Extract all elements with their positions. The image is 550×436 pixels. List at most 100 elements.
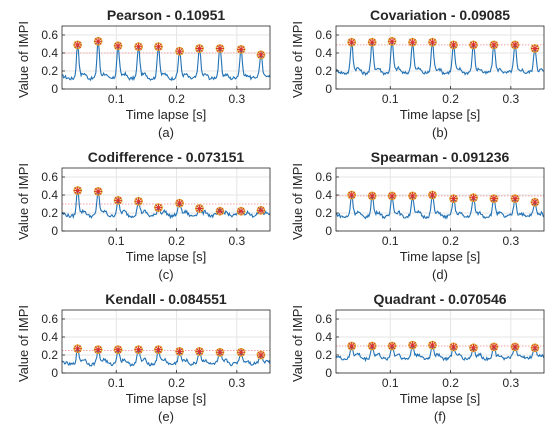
peak-marker [511, 342, 520, 351]
peak-marker-stroke [450, 195, 457, 202]
peak-marker [256, 50, 265, 59]
y-axis-label: Value of IMPI [290, 305, 305, 382]
peak-marker [195, 204, 204, 213]
y-axis-label: Value of IMPI [290, 21, 305, 98]
signal-line [61, 190, 271, 220]
peak-marker [428, 191, 437, 199]
chart-title: Spearman - 0.091236 [371, 149, 510, 165]
peak-marker [175, 199, 184, 208]
y-tick-label: 0.2 [315, 348, 332, 362]
axes-box [335, 309, 545, 374]
y-tick-label: 0.2 [41, 64, 58, 78]
chart-panel: 0.1 0.2 0.3 0 0.2 0.4 0.6 Codifference - 0.0731… [16, 149, 271, 282]
y-tick-label: 0.6 [41, 170, 58, 184]
peak-marker [408, 38, 417, 47]
peak-marker [428, 38, 437, 47]
peak-marker-stroke [490, 41, 498, 49]
peak-marker-stroke [388, 37, 396, 45]
peak-marker-stroke [135, 346, 142, 353]
peak-marker [469, 343, 478, 352]
peak-marker [511, 40, 520, 49]
axes-box [61, 167, 271, 232]
peak-marker [469, 40, 478, 49]
peak-marker [134, 345, 143, 354]
x-tick-label: 0.1 [108, 234, 125, 248]
chart-panel: 0.1 0.2 0.3 0 0.2 0.4 0.6 Quadrant - 0.070546 Ti… [290, 291, 545, 424]
y-axis-label: Value of IMPI [16, 21, 31, 98]
peak-marker [114, 196, 123, 205]
peak-marker-stroke [450, 343, 457, 351]
peak-marker [256, 206, 265, 215]
y-axis-label: Value of IMPI [16, 305, 31, 382]
y-tick-label: 0.4 [41, 46, 58, 60]
peak-marker-stroke [155, 204, 162, 211]
peak-marker-stroke [196, 205, 203, 212]
peak-marker-stroke [470, 41, 477, 49]
y-axis-label: Value of IMPI [290, 163, 305, 240]
panel-label: (f) [434, 409, 446, 424]
peak-marker-stroke [450, 41, 457, 49]
peak-marker-stroke [135, 43, 142, 51]
peak-marker-stroke [470, 194, 477, 202]
x-axis-label: Time lapse [s] [400, 249, 480, 264]
x-tick-label: 0.3 [502, 234, 519, 248]
peak-marker-stroke [531, 45, 539, 52]
panel-label: (d) [432, 267, 448, 282]
y-tick-label: 0.2 [315, 64, 332, 78]
y-tick-label: 0.4 [315, 330, 332, 344]
peak-marker-stroke [216, 207, 224, 215]
chart-panel: 0.1 0.2 0.3 0 0.2 0.4 0.6 Covariation - 0.09085… [290, 7, 545, 140]
peak-marker-stroke [74, 187, 82, 194]
chart-title: Quadrant - 0.070546 [373, 291, 506, 307]
peak-marker [256, 351, 265, 359]
peak-marker [73, 40, 82, 49]
peak-marker-stroke [74, 345, 82, 353]
x-tick-label: 0.1 [108, 92, 125, 106]
peak-marker-stroke [429, 38, 436, 46]
peak-marker [489, 342, 498, 351]
peak-marker-stroke [470, 344, 477, 352]
peak-marker [94, 345, 103, 354]
peak-marker-stroke [368, 342, 376, 350]
x-axis-label: Time lapse [s] [126, 391, 206, 406]
panel-label: (e) [158, 409, 174, 424]
peak-marker [195, 44, 204, 53]
peak-marker-stroke [94, 37, 102, 45]
panel-label: (b) [432, 125, 448, 140]
peak-marker-stroke [135, 197, 142, 205]
y-tick-label: 0.4 [41, 188, 58, 202]
peak-marker-stroke [94, 346, 102, 353]
peak-marker [114, 41, 123, 50]
peak-marker-stroke [155, 43, 162, 51]
peak-marker-stroke [348, 191, 356, 199]
y-tick-label: 0 [51, 224, 58, 238]
signal-line [335, 342, 545, 363]
peak-marker-stroke [216, 45, 224, 52]
x-tick-label: 0.3 [228, 234, 245, 248]
peak-marker [408, 341, 417, 350]
chart-panel: 0.1 0.2 0.3 0 0.2 0.4 0.6 Spearman - 0.091236 Ti… [290, 149, 545, 282]
peak-marker-stroke [409, 341, 416, 349]
signal-line [61, 41, 271, 82]
y-tick-label: 0.6 [41, 312, 58, 326]
x-tick-label: 0.1 [108, 376, 125, 390]
peak-marker-stroke [348, 342, 356, 350]
plot-area [336, 310, 544, 373]
chart-title: Codifference - 0.073151 [88, 149, 245, 165]
peak-marker-stroke [511, 343, 519, 351]
y-tick-label: 0.4 [315, 188, 332, 202]
peak-marker-stroke [196, 45, 203, 52]
peak-marker-stroke [409, 38, 416, 46]
y-tick-label: 0.4 [41, 330, 58, 344]
axes-box [335, 167, 545, 232]
panel-label: (a) [158, 125, 174, 140]
peak-marker-stroke [429, 341, 436, 349]
peak-marker [449, 194, 458, 203]
x-tick-label: 0.1 [382, 92, 399, 106]
x-axis-label: Time lapse [s] [126, 107, 206, 122]
peak-marker [388, 342, 397, 350]
signal-line [336, 192, 545, 220]
peak-marker-stroke [511, 41, 519, 49]
peak-marker-stroke [176, 348, 183, 355]
